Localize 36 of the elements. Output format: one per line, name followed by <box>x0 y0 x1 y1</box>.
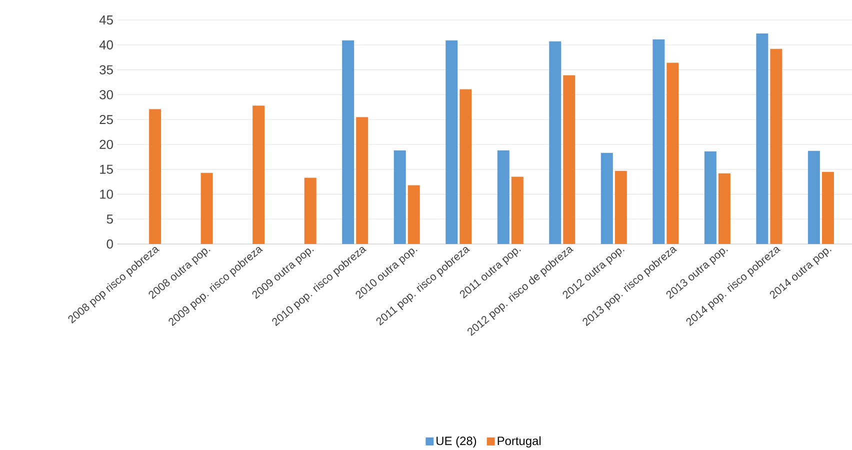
bar <box>200 172 213 244</box>
y-tick-label: 45 <box>99 15 113 25</box>
bar <box>770 48 782 244</box>
bar <box>446 40 458 244</box>
bar <box>718 173 730 244</box>
y-tick-label: 40 <box>99 40 113 50</box>
bar <box>342 40 354 244</box>
bar <box>511 176 524 244</box>
bar <box>394 150 406 244</box>
bar <box>822 172 834 244</box>
y-tick-label: 0 <box>106 239 113 249</box>
y-tick-label: 5 <box>106 214 113 224</box>
bar <box>756 33 768 244</box>
bar <box>808 150 820 244</box>
bar <box>304 178 316 244</box>
y-tick-label: 35 <box>100 65 113 74</box>
y-tick-label: 15 <box>100 164 113 174</box>
bar <box>563 75 576 244</box>
bar <box>252 106 265 244</box>
bar <box>149 109 162 244</box>
bar <box>549 41 562 244</box>
y-tick-label: 25 <box>100 114 113 124</box>
bar <box>652 39 665 244</box>
y-tick-label: 30 <box>100 90 113 100</box>
bar <box>666 62 679 244</box>
bar <box>356 117 368 244</box>
y-tick-label: 10 <box>100 190 113 199</box>
bar <box>704 151 716 244</box>
bar <box>460 89 472 244</box>
legend-label: Portugal <box>498 436 541 448</box>
bar <box>408 185 420 244</box>
bar <box>600 152 613 244</box>
bar <box>497 150 510 244</box>
y-tick-label: 20 <box>100 140 113 150</box>
bar <box>614 170 627 244</box>
legend-label: UE (28) <box>436 436 476 448</box>
